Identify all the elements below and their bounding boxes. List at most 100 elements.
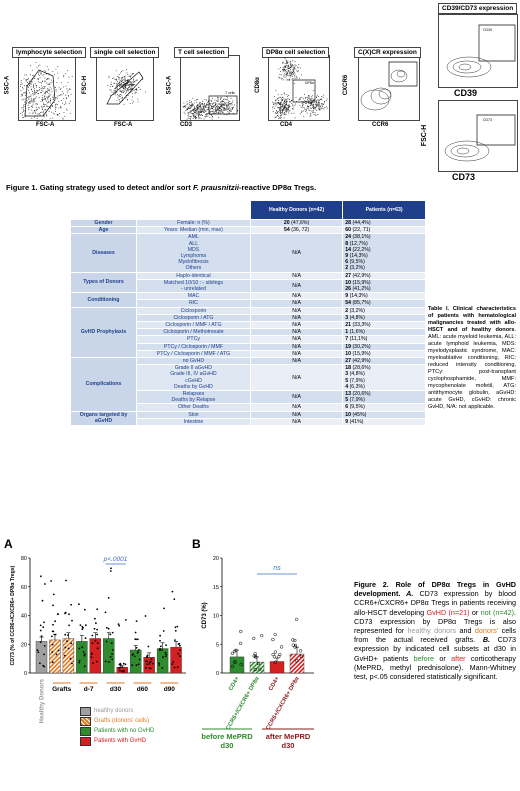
data-point bbox=[96, 628, 98, 631]
event-dot bbox=[276, 113, 278, 114]
event-dot bbox=[120, 79, 122, 81]
data-point bbox=[260, 633, 264, 638]
event-dot bbox=[280, 105, 281, 107]
event-dot bbox=[311, 102, 313, 104]
event-dot bbox=[291, 100, 292, 102]
cell-line: Ciclosporin / Methotrexate bbox=[163, 329, 224, 336]
event-dot bbox=[34, 77, 36, 79]
event-dot bbox=[124, 86, 125, 87]
event-dot bbox=[193, 114, 195, 115]
event-dot bbox=[124, 78, 126, 80]
event-dot bbox=[194, 108, 195, 110]
event-dot bbox=[187, 103, 189, 104]
event-dot bbox=[311, 103, 313, 105]
contour bbox=[360, 89, 390, 111]
data-point bbox=[111, 649, 114, 651]
event-dot bbox=[286, 79, 288, 81]
event-dot bbox=[286, 104, 287, 106]
data-point bbox=[57, 649, 60, 652]
event-dot bbox=[322, 106, 323, 107]
event-dot bbox=[285, 106, 286, 108]
event-dot bbox=[199, 117, 201, 119]
event-dot bbox=[126, 91, 127, 93]
event-dot bbox=[23, 92, 25, 93]
event-dot bbox=[55, 106, 57, 108]
event-dot bbox=[122, 76, 124, 78]
event-dot bbox=[22, 116, 24, 118]
data-point bbox=[119, 663, 122, 666]
event-dot bbox=[39, 89, 40, 91]
event-dot bbox=[315, 104, 317, 106]
event-dot bbox=[286, 61, 287, 63]
data-point bbox=[147, 645, 150, 648]
event-dot bbox=[47, 106, 49, 107]
data-point bbox=[131, 664, 134, 667]
event-dot bbox=[47, 69, 49, 70]
event-dot bbox=[127, 79, 128, 81]
event-dot bbox=[198, 105, 200, 107]
event-dot bbox=[209, 111, 210, 112]
cell-line: Grade II aGvHD bbox=[174, 365, 213, 372]
cell-line: 10 (15,9%) bbox=[345, 279, 371, 286]
table-row: Relapses Deaths by Relapse N/A 13 (20,6%) 5 … bbox=[71, 390, 426, 405]
event-dot bbox=[289, 100, 291, 102]
event-dot bbox=[133, 84, 135, 86]
event-dot bbox=[24, 101, 26, 103]
event-dot bbox=[23, 92, 25, 94]
pt-cell: 21 (33,3%) bbox=[342, 321, 426, 330]
data-point bbox=[146, 663, 149, 665]
event-dot bbox=[277, 111, 279, 112]
event-dot bbox=[275, 110, 277, 111]
event-dot bbox=[213, 109, 215, 110]
data-point bbox=[117, 623, 120, 625]
caption-label: Figure 2. Role of DP8α Tregs in GvHD dev… bbox=[354, 580, 516, 599]
table-row: Ciclosporin / Methotrexate N/A 1 (1,6%) bbox=[71, 328, 426, 337]
event-dot bbox=[297, 71, 299, 73]
event-dot bbox=[144, 91, 146, 93]
event-dot bbox=[283, 105, 285, 107]
event-dot bbox=[60, 82, 62, 84]
gate-label: DP8α bbox=[305, 81, 314, 85]
event-dot bbox=[38, 93, 39, 94]
sub-cell: Matched 10/10 : - siblings - unrelated bbox=[136, 278, 251, 294]
event-dot bbox=[287, 68, 289, 70]
legend-label: Patients with GvHD bbox=[94, 738, 147, 744]
event-dot bbox=[190, 117, 192, 119]
event-dot bbox=[290, 64, 291, 65]
event-dot bbox=[317, 105, 318, 107]
event-dot bbox=[202, 103, 203, 104]
event-dot bbox=[318, 101, 320, 103]
event-dot bbox=[117, 76, 119, 77]
gate-outline bbox=[24, 69, 56, 117]
event-dot bbox=[190, 107, 192, 109]
event-dot bbox=[284, 106, 285, 108]
cell-line: Others bbox=[185, 265, 202, 272]
event-dot bbox=[282, 99, 284, 100]
event-dot bbox=[285, 60, 287, 61]
event-dot bbox=[56, 113, 58, 115]
event-dot bbox=[132, 81, 134, 83]
event-dot bbox=[197, 110, 199, 112]
event-dot bbox=[193, 110, 194, 112]
event-dot bbox=[315, 114, 317, 116]
event-dot bbox=[307, 100, 309, 102]
data-point bbox=[174, 639, 176, 641]
group-label: d30 bbox=[282, 741, 295, 750]
event-dot bbox=[42, 81, 44, 83]
event-dot bbox=[134, 92, 136, 93]
hd-cell: N/A bbox=[249, 417, 344, 427]
event-dot bbox=[315, 103, 317, 105]
sub-cell: Skin bbox=[136, 410, 251, 419]
event-dot bbox=[280, 117, 281, 119]
event-dot bbox=[227, 111, 229, 112]
hd-cell: 54 (36, 72) bbox=[249, 226, 344, 235]
event-dot bbox=[28, 96, 30, 98]
bar bbox=[269, 661, 285, 674]
event-dot bbox=[309, 103, 311, 104]
table-row: PTCy / Ciclosporin / MMF N/A 19 (30,2%) bbox=[71, 342, 426, 351]
event-dot bbox=[286, 62, 288, 64]
event-dot bbox=[124, 80, 125, 82]
caption-panel-b: B. bbox=[482, 635, 490, 645]
event-dot bbox=[202, 115, 203, 116]
event-dot bbox=[46, 114, 47, 116]
